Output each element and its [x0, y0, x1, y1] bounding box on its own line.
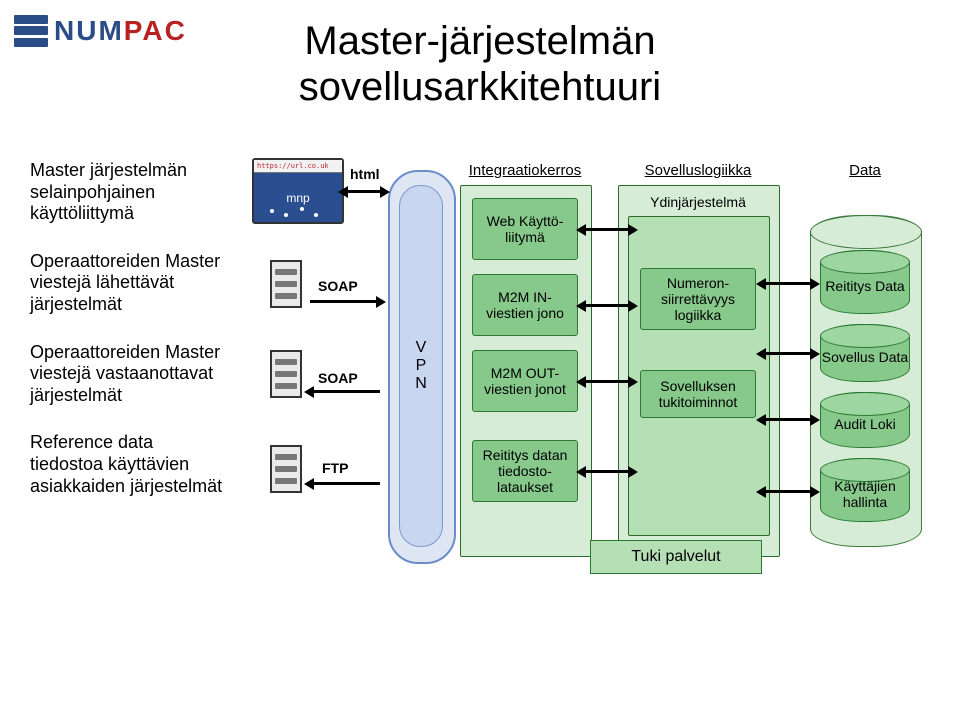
arrow-soap1 [310, 300, 380, 303]
logic-core-title: Ydinjärjestelmä [628, 194, 768, 210]
server-icon [270, 350, 302, 398]
arrow-int-logic-3 [582, 380, 632, 383]
vpn-inner: V P N [399, 185, 443, 547]
data-seg-1-label: Reititys Data [825, 278, 904, 294]
browser-icon: https://url.co.uk mnp [252, 158, 344, 224]
title-line-2: sovellusarkkitehtuuri [0, 64, 960, 110]
arrow-int-logic-2 [582, 304, 632, 307]
int-web: Web Käyttö-liitymä [472, 198, 578, 260]
arrow-int-logic-4 [582, 470, 632, 473]
data-seg-3: Audit Loki [820, 392, 910, 448]
vpn-p: P [416, 357, 427, 375]
data-seg-2: Sovellus Data [820, 324, 910, 382]
server-node-1 [270, 260, 302, 308]
arrow-ftp [310, 482, 380, 485]
server-icon [270, 445, 302, 493]
browser-node: https://url.co.uk mnp [252, 158, 344, 224]
data-seg-1: Reititys Data [820, 250, 910, 314]
arrow-html [344, 190, 384, 193]
data-seg-4: Käyttäjien hallinta [820, 458, 910, 522]
vpn-n: N [415, 375, 427, 393]
int-out-queue: M2M OUT-viestien jonot [472, 350, 578, 412]
logic-np: Numeron-siirrettävyys logiikka [640, 268, 756, 330]
int-routing: Reititys datan tiedosto-lataukset [472, 440, 578, 502]
proto-ftp: FTP [322, 460, 348, 476]
arrow-logic-data-3 [762, 418, 814, 421]
support-services: Tuki palvelut [590, 540, 762, 574]
left-block-3: Operaattoreiden Master viestejä vastaano… [30, 342, 230, 407]
logic-header: Sovelluslogiikka [618, 162, 778, 179]
page-title: Master-järjestelmän sovellusarkkitehtuur… [0, 18, 960, 110]
vpn-v: V [416, 339, 427, 357]
arrow-soap2 [310, 390, 380, 393]
data-seg-4-label: Käyttäjien hallinta [821, 478, 909, 510]
server-node-2 [270, 350, 302, 398]
proto-soap-1: SOAP [318, 278, 358, 294]
arrow-logic-data-1 [762, 282, 814, 285]
left-column: Master järjestelmän selainpohjainen käyt… [30, 160, 230, 523]
server-icon [270, 260, 302, 308]
server-node-3 [270, 445, 302, 493]
left-block-4: Reference data tiedostoa käyttävien asia… [30, 432, 230, 497]
arrow-logic-data-4 [762, 490, 814, 493]
logic-maint: Sovelluksen tukitoiminnot [640, 370, 756, 418]
proto-html: html [350, 166, 380, 182]
browser-url: https://url.co.uk [254, 160, 342, 173]
left-block-1: Master järjestelmän selainpohjainen käyt… [30, 160, 230, 225]
title-line-1: Master-järjestelmän [0, 18, 960, 64]
browser-badge: mnp [286, 191, 309, 205]
left-block-2: Operaattoreiden Master viestejä lähettäv… [30, 251, 230, 316]
arrow-logic-data-2 [762, 352, 814, 355]
data-header: Data [810, 162, 920, 179]
browser-body: mnp [254, 173, 342, 222]
integration-header: Integraatiokerros [460, 162, 590, 179]
int-in-queue: M2M IN-viestien jono [472, 274, 578, 336]
data-seg-3-label: Audit Loki [834, 416, 895, 432]
proto-soap-2: SOAP [318, 370, 358, 386]
arrow-int-logic-1 [582, 228, 632, 231]
data-seg-2-label: Sovellus Data [822, 349, 908, 365]
